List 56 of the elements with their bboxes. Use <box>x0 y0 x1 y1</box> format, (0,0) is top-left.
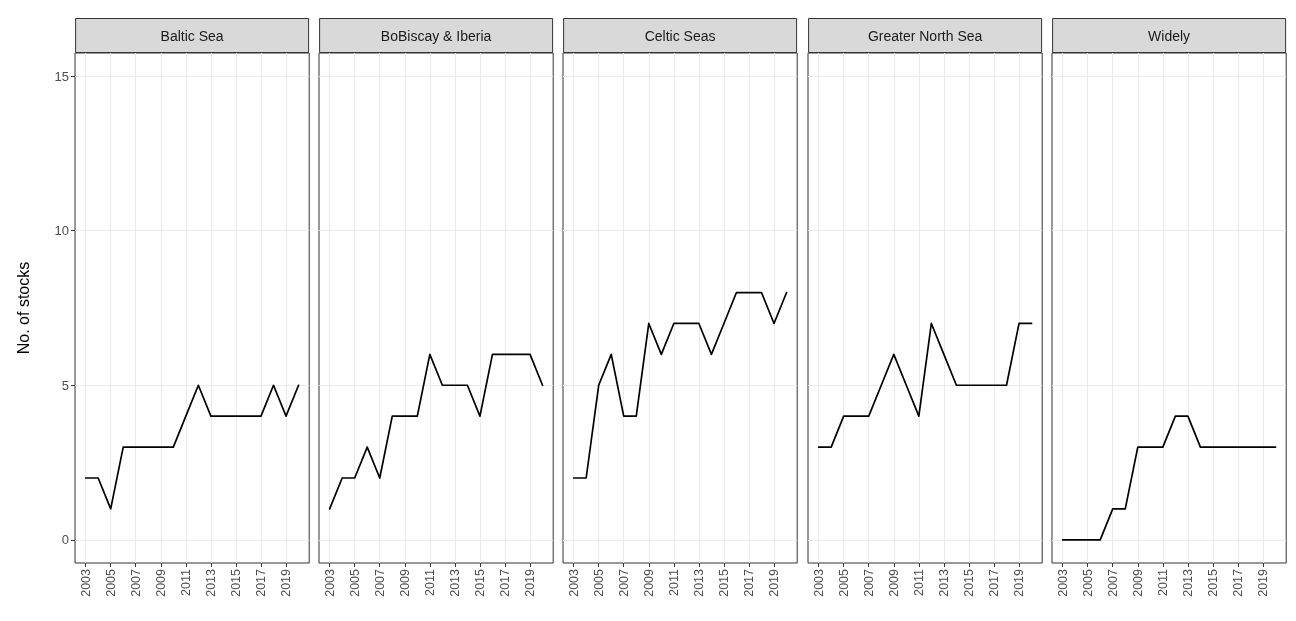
x-tick-label: 2011 <box>667 568 682 596</box>
x-tick-label: 2007 <box>128 568 143 597</box>
x-tick-label: 2015 <box>717 568 732 597</box>
x-tick-label: 2017 <box>498 568 513 597</box>
chart-title: Celtic Seas <box>645 27 716 44</box>
x-tick-label: 2005 <box>347 568 362 597</box>
x-tick-label: 2015 <box>473 568 488 597</box>
x-tick-label: 2019 <box>1011 568 1026 597</box>
x-tick-label: 2019 <box>279 568 294 597</box>
x-tick-label: 2017 <box>742 568 757 597</box>
y-tick-label: 5 <box>61 377 69 393</box>
chart-title: BoBiscay & Iberia <box>381 27 492 44</box>
chart-title: Widely <box>1147 27 1190 44</box>
line-series <box>84 384 300 510</box>
x-tick-label: 2007 <box>1105 568 1120 597</box>
x-tick-label: 2009 <box>886 568 901 597</box>
x-tick-label: 2019 <box>767 568 782 597</box>
y-tick-label: 0 <box>61 532 69 548</box>
x-tick-label: 2005 <box>592 568 607 597</box>
x-tick-label: 2007 <box>861 568 876 597</box>
x-tick-label: 2015 <box>961 568 976 597</box>
y-tick-label: 15 <box>54 68 69 84</box>
x-tick-label: 2011 <box>1155 568 1170 596</box>
x-tick-label: 2011 <box>423 568 438 596</box>
y-tick-label: 10 <box>54 223 69 239</box>
x-tick-label: 2003 <box>78 568 93 597</box>
x-tick-label: 2009 <box>397 568 412 597</box>
x-tick-label: 2011 <box>178 568 193 596</box>
x-tick-label: 2003 <box>322 568 337 597</box>
x-tick-label: 2013 <box>936 568 951 597</box>
x-tick-label: 2015 <box>1205 568 1220 597</box>
x-tick-label: 2009 <box>153 568 168 597</box>
x-tick-label: 2011 <box>911 568 926 596</box>
x-tick-label: 2017 <box>986 568 1001 597</box>
x-tick-label: 2013 <box>448 568 463 597</box>
x-tick-label: 2017 <box>253 568 268 597</box>
chart-title: Greater North Sea <box>867 27 983 44</box>
x-tick-label: 2003 <box>1055 568 1070 597</box>
x-tick-label: 2009 <box>642 568 657 597</box>
x-tick-label: 2019 <box>1255 568 1270 597</box>
x-tick-label: 2017 <box>1230 568 1245 597</box>
chart-title: Baltic Sea <box>160 27 224 44</box>
x-tick-label: 2019 <box>523 568 538 597</box>
x-tick-label: 2015 <box>228 568 243 597</box>
x-tick-label: 2003 <box>811 568 826 597</box>
x-tick-label: 2007 <box>617 568 632 597</box>
x-tick-label: 2013 <box>692 568 707 597</box>
x-tick-label: 2013 <box>1180 568 1195 597</box>
x-tick-label: 2005 <box>103 568 118 597</box>
x-tick-label: 2009 <box>1130 568 1145 597</box>
x-tick-label: 2003 <box>567 568 582 597</box>
x-tick-label: 2007 <box>372 568 387 597</box>
x-tick-label: 2005 <box>836 568 851 597</box>
x-tick-label: 2005 <box>1080 568 1095 597</box>
x-tick-label: 2013 <box>203 568 218 597</box>
y-axis-title: No. of stocks <box>14 261 32 355</box>
